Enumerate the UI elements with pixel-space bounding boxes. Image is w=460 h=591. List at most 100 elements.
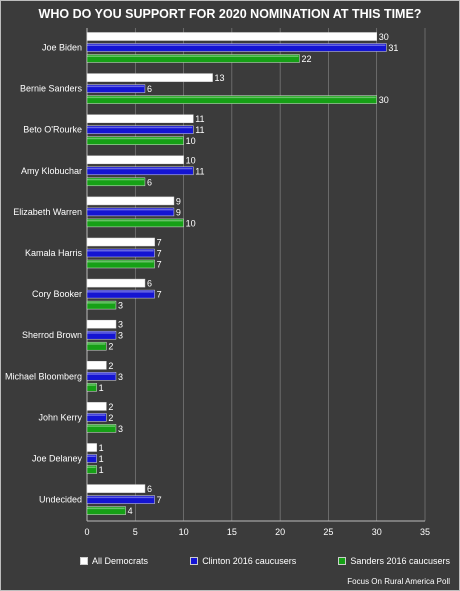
data-label: 30 xyxy=(379,32,389,42)
data-label: 1 xyxy=(99,443,104,453)
bar-highlight xyxy=(87,507,125,510)
bar-highlight xyxy=(87,250,154,252)
plot-area xyxy=(87,28,425,521)
data-label: 31 xyxy=(388,43,398,53)
bar xyxy=(86,177,146,187)
data-label: 2 xyxy=(108,413,113,423)
data-label: 2 xyxy=(108,402,113,412)
bar-highlight xyxy=(87,55,299,57)
bar xyxy=(86,454,97,463)
legend-swatch-all-democrats xyxy=(80,557,88,565)
legend-item-all-democrats: All Democrats xyxy=(80,556,148,566)
bar-highlight xyxy=(87,198,173,200)
bar xyxy=(86,196,175,206)
bar xyxy=(86,300,117,310)
data-label: 6 xyxy=(147,279,152,289)
bar xyxy=(86,361,107,370)
bar xyxy=(86,136,184,145)
bar xyxy=(86,424,117,433)
category-label: Cory Booker xyxy=(32,289,82,299)
bar-highlight xyxy=(87,414,106,416)
data-label: 3 xyxy=(118,372,123,382)
bar-highlight xyxy=(87,280,144,282)
data-label: 9 xyxy=(176,207,181,217)
bar-highlight xyxy=(87,75,212,77)
category-label: Kamala Harris xyxy=(25,248,83,258)
category-label: Joe Biden xyxy=(42,43,82,53)
data-label: 11 xyxy=(195,114,204,124)
data-label: 2 xyxy=(108,342,113,352)
bar-highlight xyxy=(87,425,115,427)
data-label: 2 xyxy=(108,361,113,371)
x-tick-label: 5 xyxy=(133,527,138,537)
bar xyxy=(86,248,155,258)
category-label: Beto O'Rourke xyxy=(23,125,82,135)
x-tick-label: 30 xyxy=(372,527,382,537)
bar xyxy=(86,54,300,63)
bar-highlight xyxy=(87,384,96,386)
bar-highlight xyxy=(87,34,376,36)
bar xyxy=(86,73,213,82)
bar xyxy=(86,413,107,422)
bar xyxy=(86,43,387,52)
bar-highlight xyxy=(87,178,144,181)
data-label: 10 xyxy=(186,218,196,228)
data-label: 3 xyxy=(118,301,123,311)
bar-highlight xyxy=(87,116,192,118)
source-note: Focus On Rural America Poll xyxy=(347,577,450,586)
legend: All Democrats Clinton 2016 caucusers San… xyxy=(80,556,450,566)
bar-highlight xyxy=(87,167,193,170)
bar-highlight xyxy=(87,321,115,323)
data-label: 3 xyxy=(118,320,123,330)
data-label: 3 xyxy=(118,331,123,341)
data-label: 1 xyxy=(99,454,104,464)
data-label: 4 xyxy=(128,506,133,516)
bar-highlight xyxy=(87,455,96,457)
data-label: 6 xyxy=(147,84,152,94)
legend-label-all-democrats: All Democrats xyxy=(92,556,149,566)
bar-highlight xyxy=(87,208,173,211)
legend-label-clinton: Clinton 2016 caucusers xyxy=(202,556,297,566)
data-label: 11 xyxy=(195,166,204,176)
bar xyxy=(86,125,194,134)
data-label: 1 xyxy=(99,465,104,475)
bar xyxy=(86,259,155,269)
bar xyxy=(86,289,155,299)
bar xyxy=(86,484,146,493)
bar-highlight xyxy=(87,85,144,88)
data-label: 7 xyxy=(157,249,162,259)
legend-swatch-sanders xyxy=(338,557,347,565)
bar xyxy=(86,330,117,340)
legend-item-sanders: Sanders 2016 caucusers xyxy=(338,556,450,566)
bar-highlight xyxy=(87,137,183,140)
bar-highlight xyxy=(87,343,106,345)
bar-highlight xyxy=(87,496,154,499)
bar-highlight xyxy=(87,466,96,468)
bar xyxy=(86,341,107,351)
data-label: 13 xyxy=(215,73,225,83)
bar-highlight xyxy=(87,332,115,334)
bar-highlight xyxy=(87,44,386,46)
category-label: Sherrod Brown xyxy=(22,330,82,340)
bar-highlight xyxy=(87,96,376,99)
x-tick-label: 0 xyxy=(84,527,89,537)
chart-title: WHO DO YOU SUPPORT FOR 2020 NOMINATION A… xyxy=(38,7,422,21)
category-label: John Kerry xyxy=(38,412,82,422)
bar xyxy=(86,166,194,176)
data-label: 9 xyxy=(176,196,181,206)
bar-highlight xyxy=(87,219,183,222)
bar-highlight xyxy=(87,157,183,159)
bar xyxy=(86,95,377,104)
bar xyxy=(86,237,155,247)
category-label: Michael Bloomberg xyxy=(5,371,82,381)
bar xyxy=(86,207,175,217)
data-label: 22 xyxy=(301,54,311,64)
data-label: 7 xyxy=(157,238,162,248)
bar-highlight xyxy=(87,302,115,304)
bar xyxy=(86,402,107,411)
data-label: 10 xyxy=(186,136,196,146)
data-label: 3 xyxy=(118,424,123,434)
bar xyxy=(86,155,184,165)
x-tick-label: 10 xyxy=(179,527,189,537)
